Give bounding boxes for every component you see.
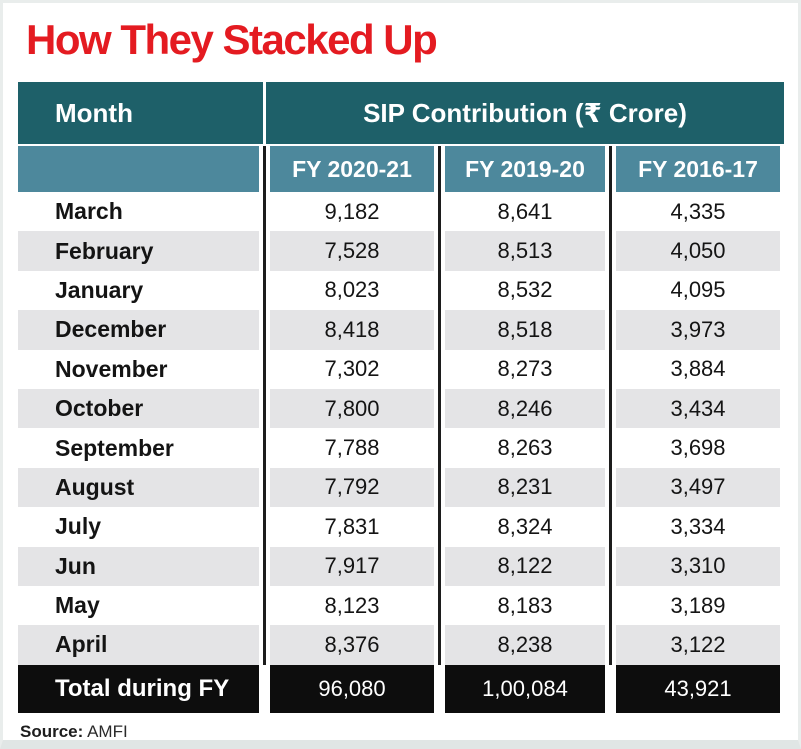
total-row: Total during FY 96,080 1,00,084 43,921 (18, 664, 784, 713)
table-row: March 9,182 8,641 4,335 (18, 192, 784, 232)
value-cell-fy3: 4,050 (609, 231, 784, 271)
value-cell-fy2: 8,532 (438, 270, 609, 311)
value-cell-fy1: 7,528 (263, 231, 438, 271)
col-header-month: Month (55, 97, 133, 128)
value-cell-fy1: 8,123 (263, 585, 438, 626)
value-cell-fy2: 8,238 (438, 625, 609, 665)
total-value-cell-fy3: 43,921 (609, 664, 784, 713)
value-cell-fy2: 8,246 (438, 388, 609, 429)
value-cell-fy2: 8,122 (438, 546, 609, 586)
value-cell-fy3: 3,189 (609, 585, 784, 626)
table-row: October 7,800 8,246 3,434 (18, 388, 784, 429)
fy-header-1: FY 2020-21 (263, 146, 438, 192)
table-row: November 7,302 8,273 3,884 (18, 349, 784, 389)
value-cell-fy3: 3,884 (609, 349, 784, 389)
value-cell-fy3: 4,335 (609, 192, 784, 232)
value-cell-fy1: 7,831 (263, 507, 438, 547)
table-row: December 8,418 8,518 3,973 (18, 310, 784, 350)
value-cell-fy2: 8,518 (438, 310, 609, 350)
table-row: July 7,831 8,324 3,334 (18, 507, 784, 547)
value-cell-fy1: 8,023 (263, 270, 438, 311)
month-cell: December (18, 310, 263, 350)
value-cell-fy1: 8,418 (263, 310, 438, 350)
table-row: February 7,528 8,513 4,050 (18, 231, 784, 271)
month-cell: July (18, 507, 263, 546)
month-cell: May (18, 586, 263, 625)
table-row: Jun 7,917 8,122 3,310 (18, 546, 784, 586)
fy-header-3: FY 2016-17 (609, 146, 784, 192)
value-cell-fy2: 8,324 (438, 507, 609, 547)
source-value: AMFI (87, 721, 128, 741)
month-cell: August (18, 467, 263, 508)
value-cell-fy3: 3,497 (609, 467, 784, 508)
month-cell: March (18, 192, 263, 231)
fiscal-year-header-row: FY 2020-21 FY 2019-20 FY 2016-17 (18, 146, 784, 192)
value-cell-fy1: 7,792 (263, 467, 438, 508)
table-row: September 7,788 8,263 3,698 (18, 428, 784, 468)
table-row: August 7,792 8,231 3,497 (18, 467, 784, 508)
table-row: January 8,023 8,532 4,095 (18, 270, 784, 311)
value-cell-fy3: 4,095 (609, 270, 784, 311)
table-body: March 9,182 8,641 4,335 February 7,528 8,513 4,… (18, 192, 784, 665)
header-divider (18, 144, 784, 146)
total-value-cell-fy2: 1,00,084 (438, 664, 609, 713)
table-row: April 8,376 8,238 3,122 (18, 625, 784, 665)
value-cell-fy3: 3,122 (609, 625, 784, 665)
month-cell: April (18, 625, 263, 665)
value-cell-fy3: 3,310 (609, 546, 784, 586)
table-header-row: Month SIP Contribution (₹ Crore) (18, 82, 784, 144)
value-cell-fy2: 8,641 (438, 192, 609, 232)
month-cell: October (18, 388, 263, 429)
month-cell: Jun (18, 546, 263, 586)
value-cell-fy1: 9,182 (263, 192, 438, 232)
value-cell-fy3: 3,334 (609, 507, 784, 547)
value-cell-fy1: 8,376 (263, 625, 438, 665)
value-cell-fy1: 7,788 (263, 428, 438, 468)
value-cell-fy1: 7,917 (263, 546, 438, 586)
value-cell-fy3: 3,698 (609, 428, 784, 468)
month-cell: November (18, 350, 263, 389)
chart-title: How They Stacked Up (26, 16, 438, 63)
value-cell-fy2: 8,263 (438, 428, 609, 468)
sip-contribution-table: Month SIP Contribution (₹ Crore) FY 2020… (18, 82, 784, 713)
group-header-sip-contribution: SIP Contribution (₹ Crore) (263, 82, 784, 144)
total-value-cell-fy1: 96,080 (263, 664, 438, 713)
table-row: May 8,123 8,183 3,189 (18, 585, 784, 626)
value-cell-fy3: 3,973 (609, 310, 784, 350)
value-cell-fy2: 8,513 (438, 231, 609, 271)
source-note: Source: AMFI (20, 721, 798, 741)
value-cell-fy3: 3,434 (609, 388, 784, 429)
value-cell-fy1: 7,302 (263, 349, 438, 389)
fy-header-blank-cell (18, 146, 263, 192)
month-cell: February (18, 231, 263, 271)
value-cell-fy2: 8,273 (438, 349, 609, 389)
value-cell-fy1: 7,800 (263, 388, 438, 429)
total-label-cell: Total during FY (18, 664, 263, 713)
fy-header-2: FY 2019-20 (438, 146, 609, 192)
month-cell: January (18, 271, 263, 310)
value-cell-fy2: 8,183 (438, 585, 609, 626)
value-cell-fy2: 8,231 (438, 467, 609, 508)
source-label: Source: (20, 721, 84, 741)
month-cell: September (18, 428, 263, 467)
